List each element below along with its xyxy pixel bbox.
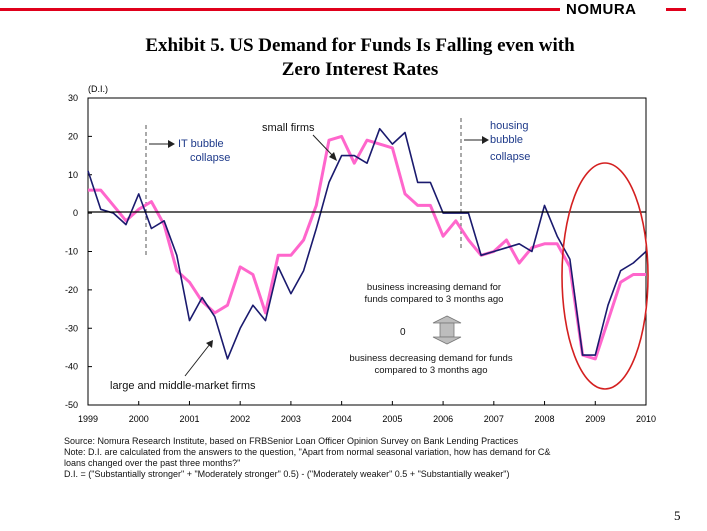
note-line-2: loans changed over the past three months…: [64, 458, 241, 468]
recent-drop-highlight-circle: [561, 162, 649, 390]
zero-indicator: 0: [400, 327, 406, 338]
large-firms-series-line: [87, 127, 647, 360]
di-formula-line: D.I. = ("Substantially stronger" + "Mode…: [64, 469, 510, 479]
y-tick-label: -40: [65, 362, 78, 372]
title-line-2: Zero Interest Rates: [281, 59, 439, 80]
small-firms-arrow: [312, 134, 334, 157]
x-tick-label: 2003: [281, 414, 301, 424]
x-tick-label: 2006: [433, 414, 453, 424]
y-tick-label: -50: [65, 400, 78, 410]
x-tick-label: 2008: [535, 414, 555, 424]
double-arrow-icon: [432, 315, 462, 345]
y-tick-label: 0: [73, 208, 78, 218]
small-firms-label: small firms: [262, 122, 315, 134]
page-number: 5: [674, 508, 681, 523]
x-tick-label: 2004: [332, 414, 352, 424]
y-axis: 30 20 10 0 -10 -20 -30 -40 -50: [65, 93, 92, 410]
x-tick-label: 2010: [636, 414, 656, 424]
y-tick-label: -30: [65, 323, 78, 333]
small-firms-series-line: [88, 134, 646, 361]
large-firms-arrow: [184, 343, 211, 377]
y-tick-label: -10: [65, 247, 78, 257]
small-firms-arrowhead: [329, 152, 337, 161]
x-tick-label: 2002: [230, 414, 250, 424]
x-tick-label: 2009: [585, 414, 605, 424]
it-bubble-label: IT bubble: [178, 138, 224, 150]
note-line-1: Note: D.I. are calculated from the answe…: [64, 447, 551, 457]
large-firms-label: large and middle-market firms: [110, 380, 256, 392]
y-tick-label: -20: [65, 285, 78, 295]
brand-rule: [0, 8, 560, 11]
brand-rule-tail: [666, 8, 686, 11]
it-bubble-arrowhead: [168, 140, 175, 148]
it-bubble-label-2: collapse: [190, 152, 230, 164]
housing-label-2: bubble: [490, 134, 523, 146]
nomura-logo: NOMURA: [566, 1, 637, 18]
decrease-note-2: compared to 3 months ago: [374, 365, 487, 376]
decrease-note-1: business decreasing demand for funds: [349, 353, 512, 364]
title-line-1: Exhibit 5. US Demand for Funds Is Fallin…: [145, 35, 575, 56]
housing-label-3: collapse: [490, 151, 530, 163]
x-tick-label: 2000: [129, 414, 149, 424]
y-tick-label: 30: [68, 93, 78, 103]
y-tick-label: 20: [68, 131, 78, 141]
source-notes: Source: Nomura Research Institute, based…: [64, 436, 694, 480]
x-tick-label: 2007: [484, 414, 504, 424]
source-line: Source: Nomura Research Institute, based…: [64, 436, 519, 446]
x-axis: 1999 2000 2001 2002 2003 2004 2005 2006 2007 2008…: [78, 401, 656, 424]
x-tick-label: 2001: [179, 414, 199, 424]
housing-arrowhead: [482, 136, 489, 144]
increase-note-1: business increasing demand for: [367, 282, 501, 293]
large-firms-arrowhead: [206, 340, 213, 348]
y-unit-label: (D.I.): [88, 84, 108, 94]
x-tick-label: 1999: [78, 414, 98, 424]
x-tick-label: 2005: [382, 414, 402, 424]
series-group: [87, 127, 647, 361]
y-tick-label: 10: [68, 170, 78, 180]
housing-label-1: housing: [490, 120, 529, 132]
exhibit-title: Exhibit 5. US Demand for Funds Is Fallin…: [40, 34, 680, 82]
increase-note-2: funds compared to 3 months ago: [365, 294, 504, 305]
